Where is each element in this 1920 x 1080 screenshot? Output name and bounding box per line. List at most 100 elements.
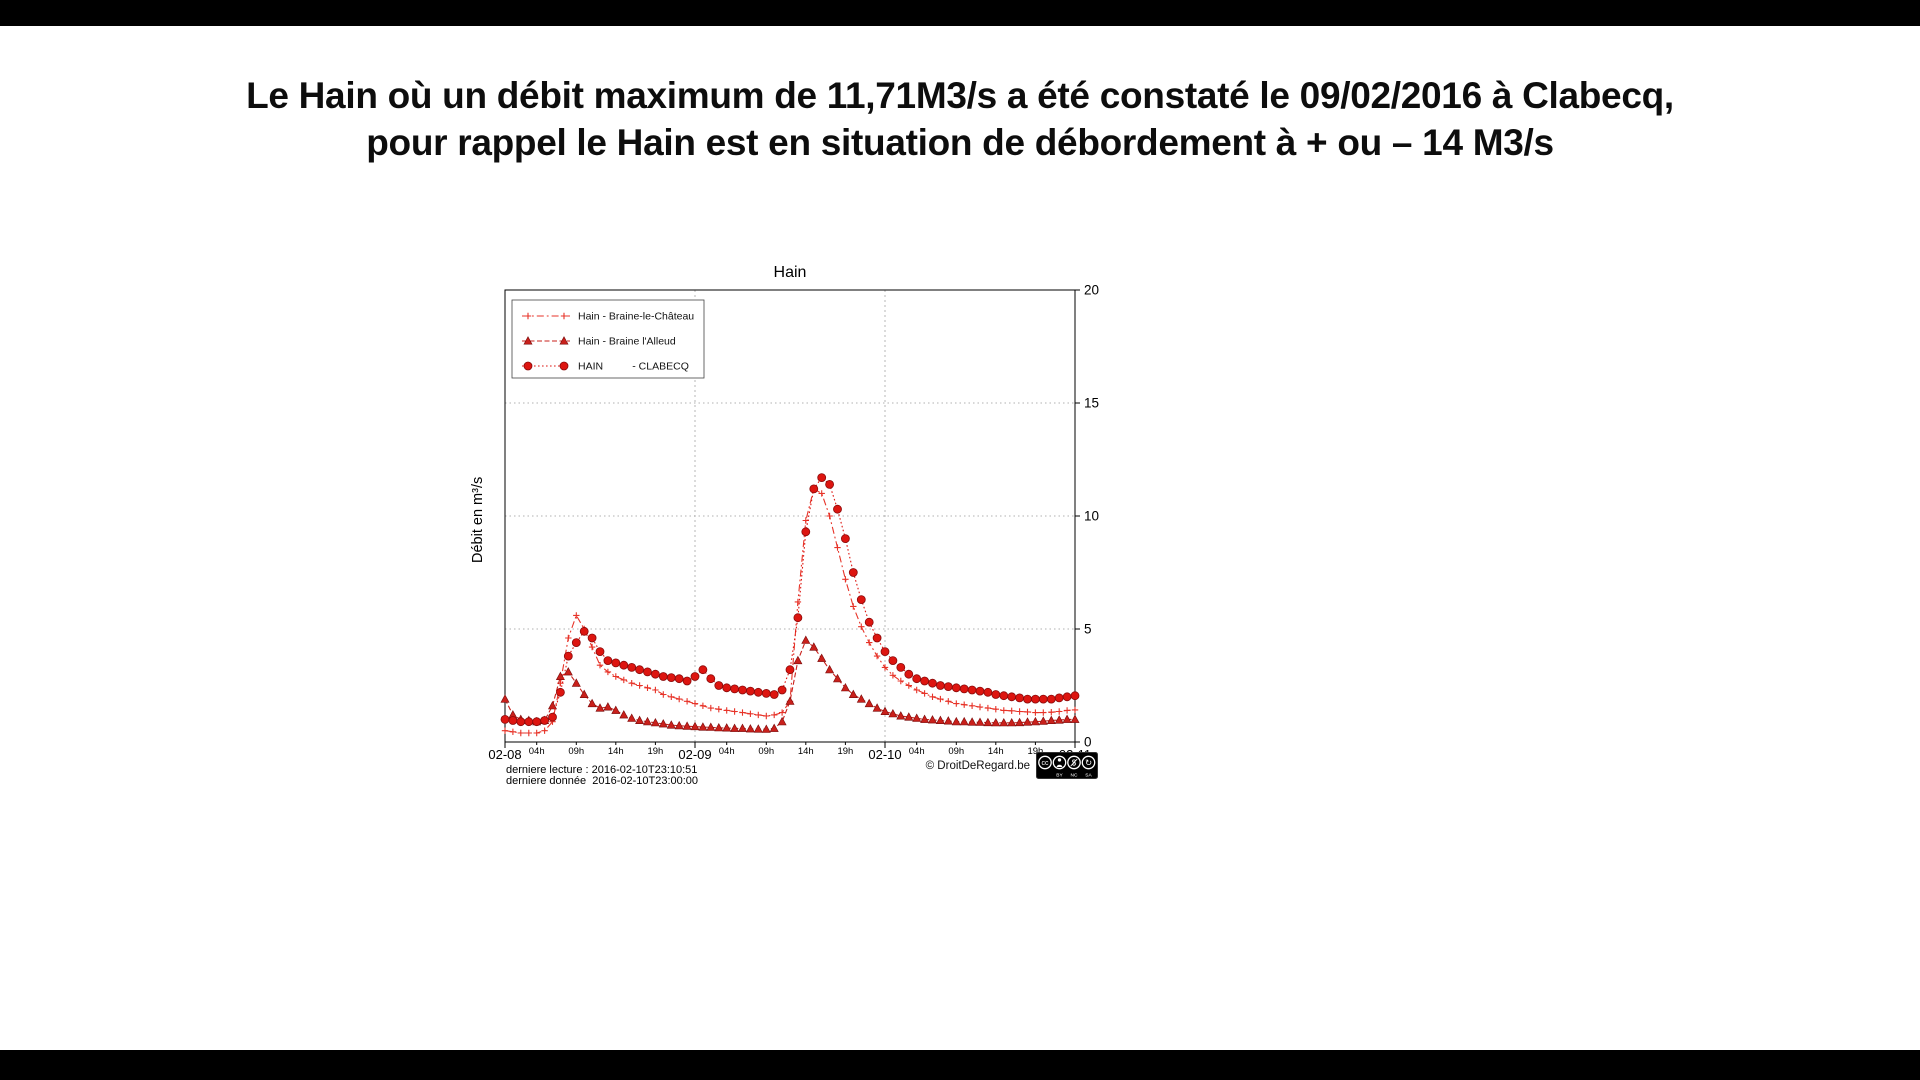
series-marker-2 (777, 685, 787, 695)
x-tick-label: 09h (948, 746, 964, 757)
series-marker-0 (604, 668, 612, 676)
series-marker-2 (848, 568, 858, 577)
series-marker-1 (769, 723, 779, 732)
series-marker-0 (771, 711, 778, 719)
series-marker-0 (850, 603, 857, 610)
series-marker-2 (587, 633, 597, 643)
nc-slash-icon (1070, 758, 1078, 767)
by-person-body-icon (1056, 764, 1063, 767)
series-marker-1 (912, 713, 922, 722)
series-marker-0 (628, 680, 635, 687)
series-marker-0 (897, 677, 904, 685)
cc-icon-label: cc (1042, 760, 1050, 767)
series-marker-2 (888, 656, 898, 666)
series-marker-0 (858, 623, 865, 630)
series-marker-2 (658, 672, 668, 681)
series-marker-0 (834, 544, 841, 551)
series-marker-2 (548, 712, 557, 722)
series-marker-0 (596, 662, 604, 669)
series-marker-2 (912, 674, 922, 684)
series-marker-0 (501, 727, 509, 734)
legend-label-2: HAIN - CLABECQ (578, 361, 689, 373)
series-marker-1 (642, 716, 653, 726)
series-marker-2 (753, 687, 763, 697)
series-marker-2 (1031, 694, 1040, 704)
series-marker-1 (682, 721, 692, 730)
series-marker-0 (739, 709, 746, 716)
series-marker-1 (1030, 716, 1040, 726)
series-marker-1 (935, 715, 945, 724)
footer-last-data: derniere donnée 2016-02-10T23:00:00 (506, 775, 699, 787)
legend-label-0: Hain - Braine-le-Château (578, 311, 694, 323)
x-tick-label: 02-08 (488, 747, 521, 762)
series-marker-1 (737, 723, 748, 732)
series-marker-1 (880, 706, 890, 715)
series-marker-0 (945, 698, 952, 705)
series-marker-2 (864, 617, 874, 627)
series-marker-1 (579, 689, 589, 698)
series-marker-0 (723, 707, 730, 714)
series-marker-2 (730, 684, 740, 694)
series-marker-1 (722, 723, 732, 732)
series-marker-2 (833, 504, 842, 514)
series-marker-0 (961, 701, 968, 708)
series-marker-2 (524, 717, 534, 727)
legend-marker-0 (524, 312, 532, 320)
series-marker-2 (928, 678, 937, 688)
series-marker-2 (738, 685, 747, 695)
series-marker-0 (683, 698, 691, 705)
series-marker-0 (873, 652, 881, 660)
series-marker-2 (690, 672, 700, 681)
series-marker-2 (761, 688, 771, 698)
series-marker-2 (801, 527, 811, 537)
series-marker-1 (809, 642, 819, 651)
series-marker-0 (937, 695, 944, 703)
series-marker-2 (872, 633, 882, 643)
series-marker-2 (769, 690, 779, 699)
series-marker-0 (1071, 706, 1079, 714)
series-marker-0 (1048, 709, 1055, 716)
series-marker-2 (1038, 694, 1048, 704)
series-marker-1 (951, 716, 961, 726)
series-marker-0 (676, 695, 683, 703)
series-marker-0 (755, 711, 762, 719)
series-marker-2 (1046, 694, 1056, 704)
x-tick-label: 19h (647, 746, 663, 757)
series-marker-1 (611, 705, 621, 714)
series-marker-1 (927, 715, 938, 724)
series-marker-2 (643, 667, 652, 677)
series-marker-2 (920, 676, 930, 686)
series-marker-2 (983, 687, 993, 697)
series-marker-0 (842, 576, 849, 583)
series-marker-0 (533, 729, 540, 737)
series-marker-1 (714, 722, 724, 732)
series-marker-2 (516, 717, 526, 727)
series-marker-0 (517, 729, 524, 737)
series-marker-1 (896, 711, 906, 720)
series-marker-1 (801, 635, 811, 644)
series-marker-1 (959, 716, 969, 726)
series-marker-0 (588, 643, 596, 651)
legend-marker-1 (523, 336, 533, 345)
series-marker-0 (794, 598, 802, 606)
nc-dollar-icon: $ (1072, 758, 1077, 767)
series-marker-2 (745, 686, 755, 696)
series-marker-2 (706, 674, 716, 684)
top-letterbox-bar (0, 0, 1920, 26)
series-marker-0 (612, 673, 619, 680)
series-marker-1 (983, 717, 993, 727)
series-marker-2 (825, 479, 835, 489)
series-marker-2 (880, 647, 890, 657)
series-marker-1 (658, 719, 668, 728)
cc-icon (1038, 755, 1052, 770)
series-marker-1 (872, 703, 882, 712)
series-marker-0 (881, 664, 889, 671)
series-marker-1 (1054, 715, 1064, 724)
series-marker-1 (904, 712, 914, 721)
series-marker-2 (959, 684, 969, 694)
series-marker-1 (674, 720, 684, 730)
legend-marker-2 (559, 361, 569, 371)
series-marker-1 (666, 720, 676, 729)
series-marker-0 (644, 684, 651, 691)
x-tick-label: 02-09 (678, 747, 711, 762)
